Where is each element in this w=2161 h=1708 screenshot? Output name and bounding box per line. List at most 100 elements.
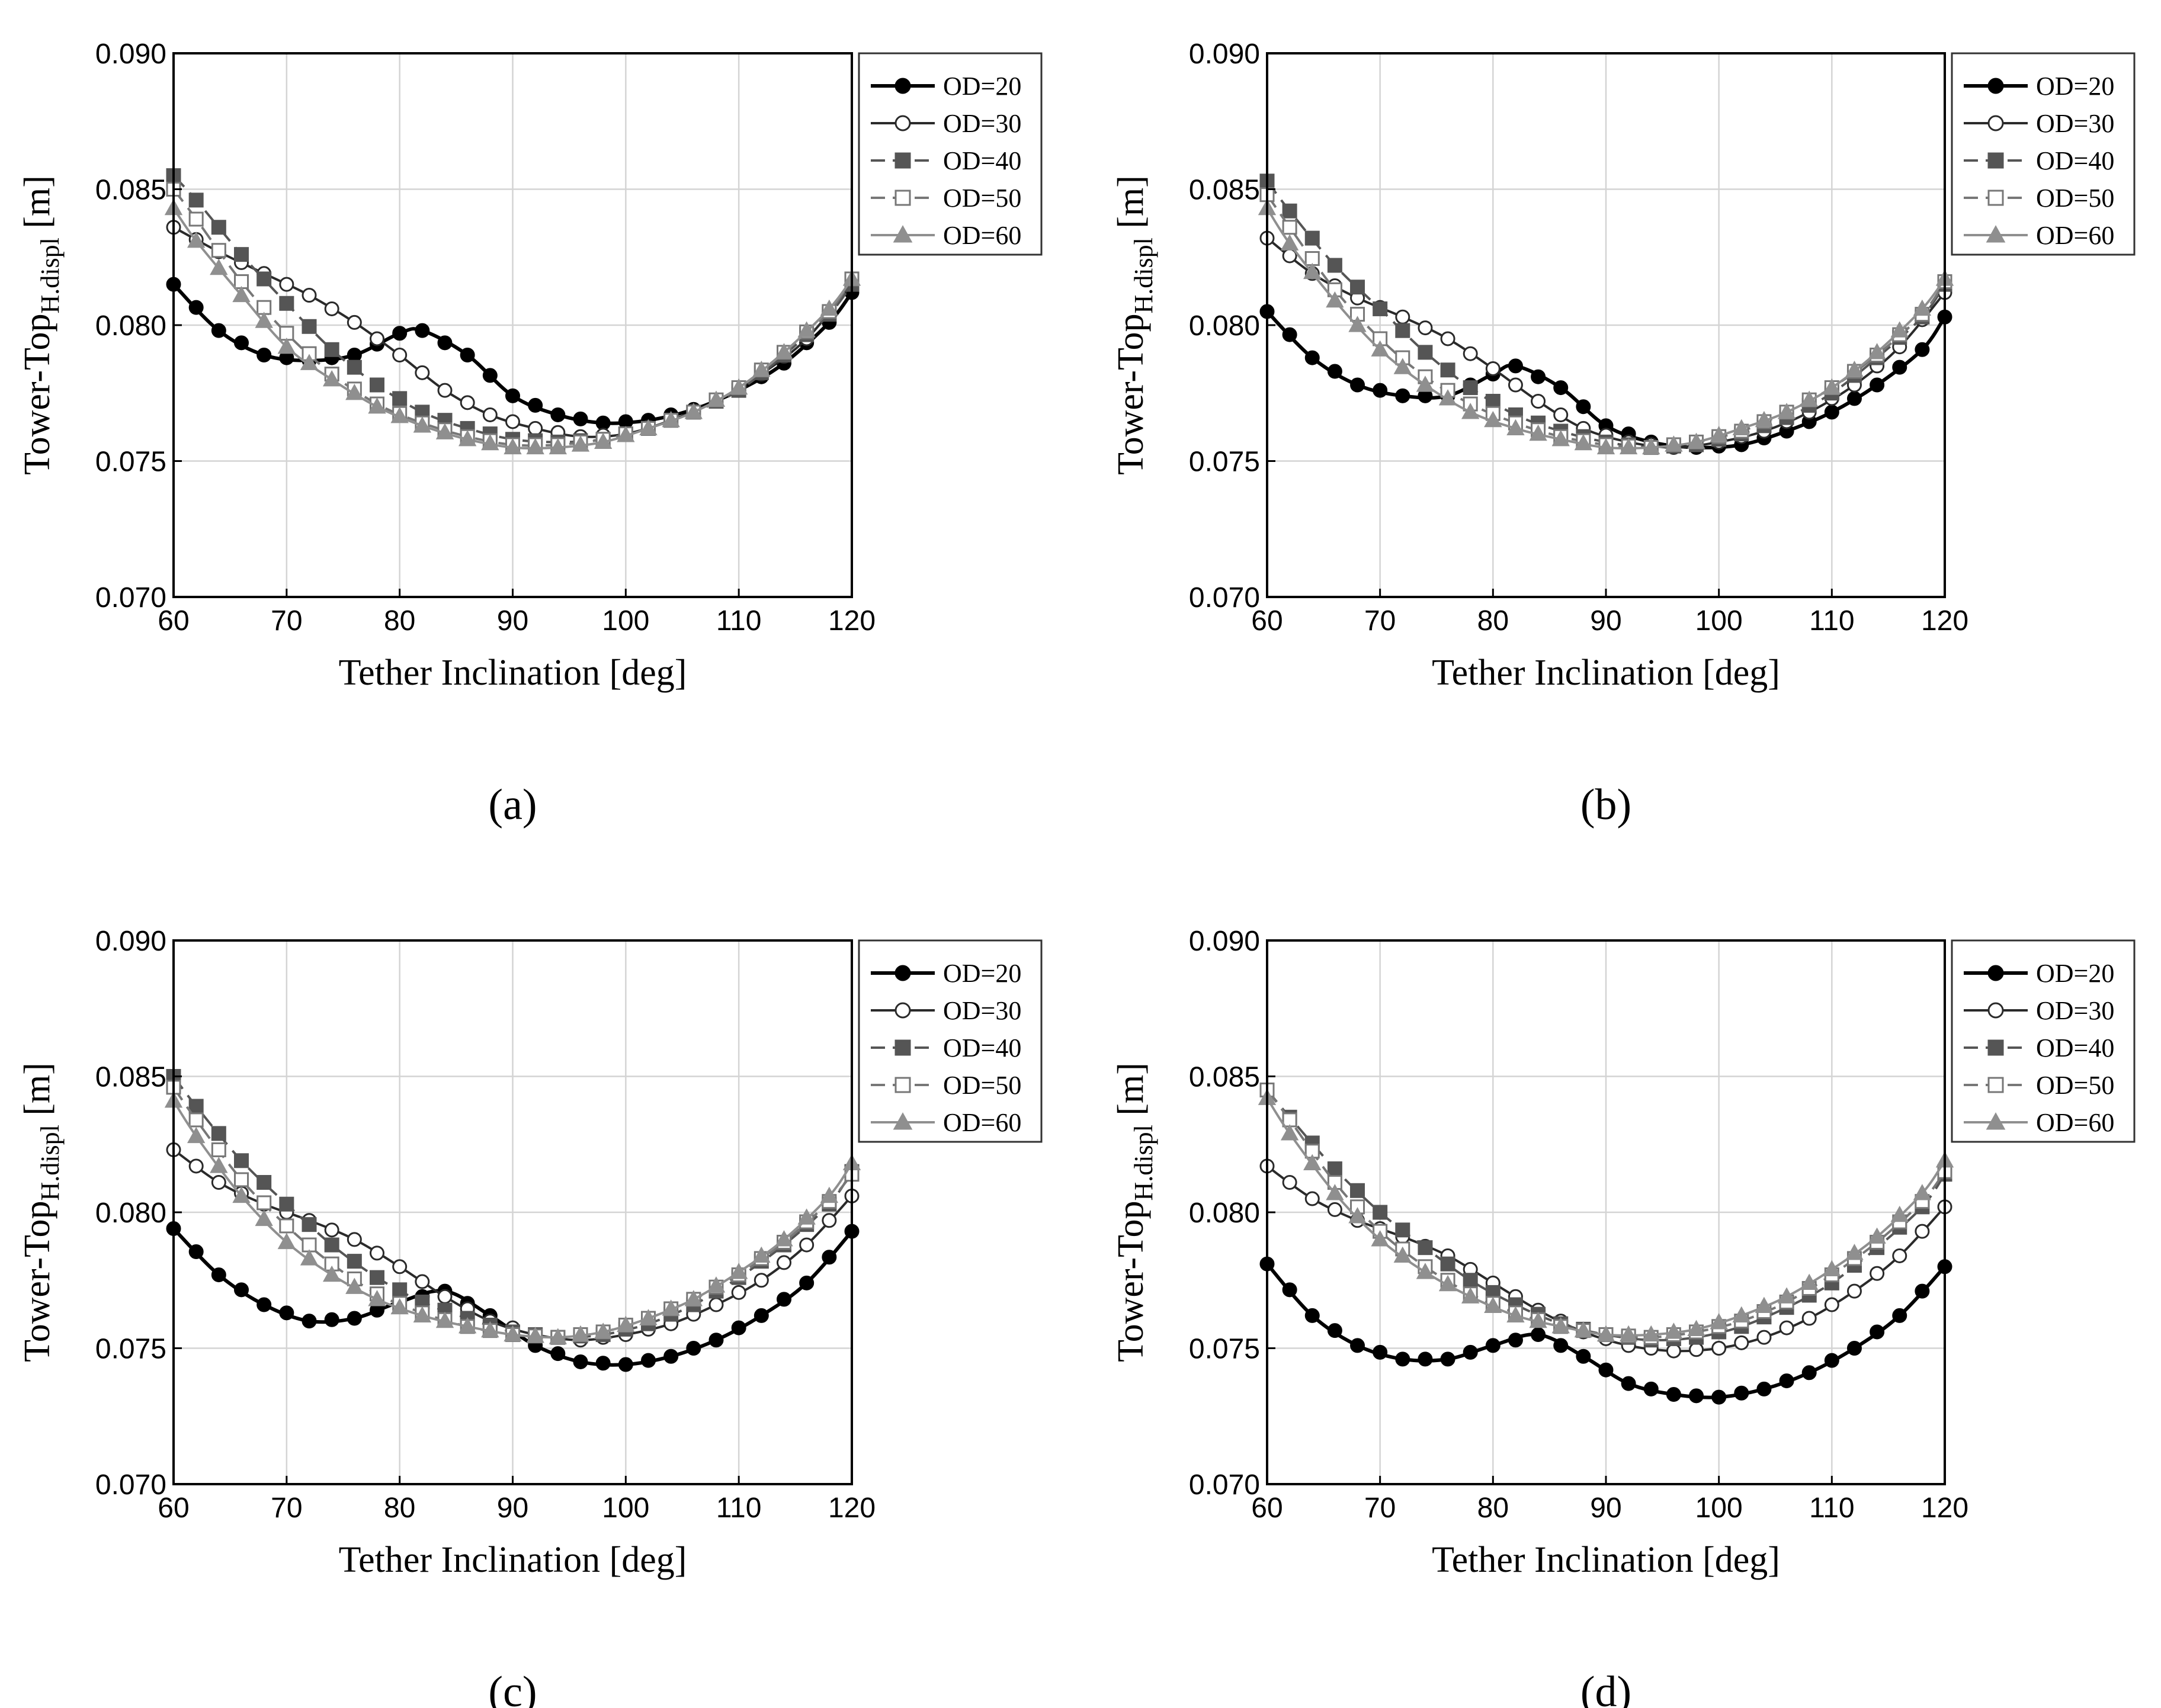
data-point <box>820 1186 839 1203</box>
data-point <box>413 416 432 433</box>
x-tick-label: 110 <box>716 1492 762 1524</box>
data-point <box>549 438 567 455</box>
data-point <box>1598 1362 1614 1378</box>
data-point <box>1463 1273 1478 1288</box>
data-point <box>1666 1387 1681 1402</box>
data-point <box>1732 1306 1750 1323</box>
legend-marker-4 <box>1986 225 2006 243</box>
x-tick-label: 60 <box>1251 1492 1283 1524</box>
panel-caption: (d) <box>1580 1668 1631 1708</box>
data-point <box>1777 403 1796 419</box>
data-point <box>188 1158 204 1174</box>
data-point <box>777 1255 791 1270</box>
data-point <box>300 354 319 370</box>
data-point <box>1280 1124 1299 1141</box>
data-point <box>1800 1273 1819 1290</box>
data-point <box>1282 203 1297 219</box>
data-point <box>1395 1222 1410 1238</box>
data-point <box>1665 1322 1683 1339</box>
x-tick-label: 90 <box>1590 1492 1621 1524</box>
data-point <box>1689 1342 1704 1357</box>
data-point <box>1846 1283 1862 1299</box>
data-point <box>1418 1351 1433 1367</box>
x-axis-title: Tether Inclination [deg] <box>339 653 687 693</box>
data-point <box>1395 1351 1410 1367</box>
y-title-unit: [m] <box>17 1062 57 1125</box>
data-point <box>257 1297 272 1312</box>
data-point <box>1868 1227 1886 1244</box>
legend-label-1: OD=30 <box>2036 996 2114 1025</box>
data-point <box>1665 435 1683 452</box>
y-axis-title: Tower-TopH.displ [m] <box>1111 175 1158 475</box>
data-point <box>210 258 228 275</box>
x-axis-title: Tether Inclination [deg] <box>1432 1540 1780 1580</box>
data-point <box>594 432 613 449</box>
data-point <box>1484 1296 1502 1313</box>
x-tick-label: 110 <box>716 605 762 637</box>
data-point <box>1327 1323 1342 1338</box>
y-tick-label: 0.090 <box>1189 926 1260 957</box>
data-point <box>324 1237 339 1253</box>
data-point <box>1710 1313 1728 1330</box>
data-point <box>1282 220 1297 235</box>
data-point <box>211 220 226 235</box>
data-point <box>1371 1230 1389 1247</box>
data-point <box>684 403 703 419</box>
legend-marker-4 <box>1986 1112 2006 1130</box>
data-point <box>1596 1325 1615 1342</box>
data-point <box>1393 1246 1412 1263</box>
data-point <box>1463 380 1478 396</box>
data-point <box>1373 1344 1388 1360</box>
data-point <box>549 1328 567 1344</box>
data-point <box>1824 1353 1839 1368</box>
data-point <box>1461 403 1480 419</box>
data-point <box>234 1153 249 1168</box>
y-tick-label: 0.090 <box>95 926 166 957</box>
data-point <box>1373 1205 1388 1220</box>
data-point <box>481 1321 499 1338</box>
data-point <box>505 388 520 403</box>
legend: OD=20 OD=30 OD=40 OD=50 OD=60 <box>1951 939 2136 1143</box>
data-point <box>729 1263 748 1279</box>
data-point <box>279 296 294 311</box>
data-point <box>1890 1205 1909 1222</box>
data-point <box>754 1273 769 1288</box>
data-point <box>754 1308 769 1323</box>
legend-label-4: OD=60 <box>943 221 1021 250</box>
x-tick-label: 80 <box>1477 1492 1509 1524</box>
y-tick-label: 0.090 <box>1189 38 1260 70</box>
data-point <box>1553 380 1569 396</box>
data-point <box>1801 1365 1817 1380</box>
data-point <box>1304 1308 1320 1323</box>
x-tick-label: 120 <box>828 1492 876 1524</box>
data-point <box>300 1249 319 1266</box>
data-point <box>1779 1320 1794 1335</box>
data-point <box>1282 327 1297 342</box>
data-point <box>390 407 409 423</box>
chart-panel-2: 60 70 80 90 100 110 120 0.070 0.075 0.080 0.085 0.0… <box>17 926 1043 1708</box>
data-point <box>1846 391 1862 406</box>
data-point <box>324 342 339 357</box>
data-point <box>662 1299 680 1316</box>
data-point <box>571 1325 590 1342</box>
legend-label-4: OD=60 <box>943 1108 1021 1137</box>
data-point <box>1870 1324 1885 1340</box>
data-point <box>188 211 204 227</box>
data-point <box>1485 394 1500 409</box>
data-point <box>1892 1308 1907 1323</box>
data-point <box>797 1208 816 1225</box>
data-point <box>322 1265 341 1282</box>
data-point <box>797 321 816 338</box>
y-tick-label: 0.070 <box>95 582 166 614</box>
data-point <box>708 1333 724 1348</box>
data-point <box>1553 1338 1569 1353</box>
data-point <box>1484 410 1502 428</box>
legend-label-3: OD=50 <box>2036 1071 2114 1100</box>
x-tick-label: 70 <box>1364 1492 1396 1524</box>
x-tick-label: 60 <box>1251 605 1283 637</box>
chart-panel-3: 60 70 80 90 100 110 120 0.070 0.075 0.080 0.085 0.0… <box>1111 926 2136 1708</box>
data-point <box>188 1099 204 1114</box>
x-tick-label: 80 <box>1477 605 1509 637</box>
y-tick-label: 0.090 <box>95 38 166 70</box>
data-point <box>1373 301 1388 316</box>
